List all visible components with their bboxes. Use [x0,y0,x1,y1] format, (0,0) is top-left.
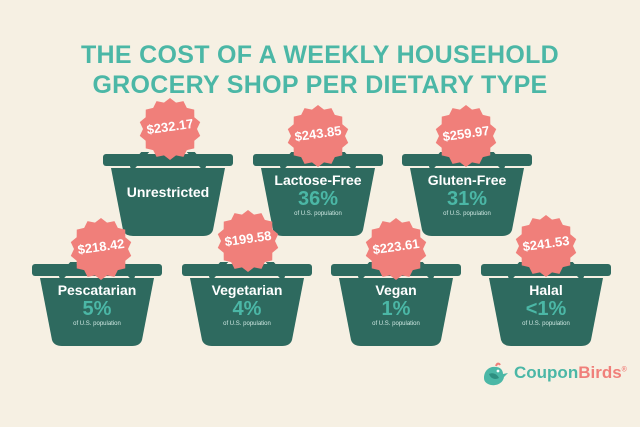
price-badge: $232.17 [138,97,202,161]
registered-mark: ® [621,366,627,374]
population-percent: <1% [525,298,567,320]
population-percent: 1% [381,298,411,320]
population-percent: 31% [446,188,488,210]
basket-label: Unrestricted [126,184,210,200]
badge-burst-shape [435,105,497,167]
basket-shape [253,152,383,236]
population-caption: of U.S. population [372,321,420,327]
infographic-title: THE COST OF A WEEKLY HOUSEHOLD GROCERY S… [0,40,640,100]
price-badge: $241.53 [514,214,578,278]
basket-vegetarian: Vegetarian 4% of U.S. population [182,262,312,362]
population-caption: of U.S. population [223,321,271,327]
badge-burst-shape [287,105,349,167]
badge-burst-shape [217,210,279,272]
title-line-2: GROCERY SHOP PER DIETARY TYPE [92,71,548,99]
population-caption: of U.S. population [73,321,121,327]
basket-lactose-free: Lactose-Free 36% of U.S. population [253,152,383,252]
price-badge: $243.85 [286,104,350,168]
basket-label: Vegetarian [211,282,283,298]
price-badge: $223.61 [364,217,428,281]
badge-burst-shape [515,215,577,277]
population-percent: 5% [82,298,112,320]
badge-burst-shape [70,218,132,280]
badge-burst-shape [139,98,201,160]
basket-pescatarian: Pescatarian 5% of U.S. population [32,262,162,362]
population-percent: 4% [232,298,262,320]
basket-unrestricted: Unrestricted [103,152,233,252]
brand-name: CouponBirds® [514,363,627,383]
price-badge: $199.58 [216,209,280,273]
basket-label: Vegan [375,282,417,298]
basket-label: Pescatarian [57,282,137,298]
population-percent: 36% [297,188,339,210]
basket-shape [103,152,233,236]
population-caption: of U.S. population [443,211,491,217]
population-caption: of U.S. population [294,211,342,217]
brand-part-1: Coupon [514,363,579,382]
population-caption: of U.S. population [522,321,570,327]
price-badge: $218.42 [69,217,133,281]
bird-icon [484,362,508,386]
title-line-1: THE COST OF A WEEKLY HOUSEHOLD [80,41,560,69]
basket-label: Lactose-Free [274,172,362,188]
badge-burst-shape [365,218,427,280]
brand-part-2: Birds [578,363,622,382]
basket-label: Halal [529,282,563,298]
basket-label: Gluten-Free [427,172,507,188]
price-badge: $259.97 [434,104,498,168]
